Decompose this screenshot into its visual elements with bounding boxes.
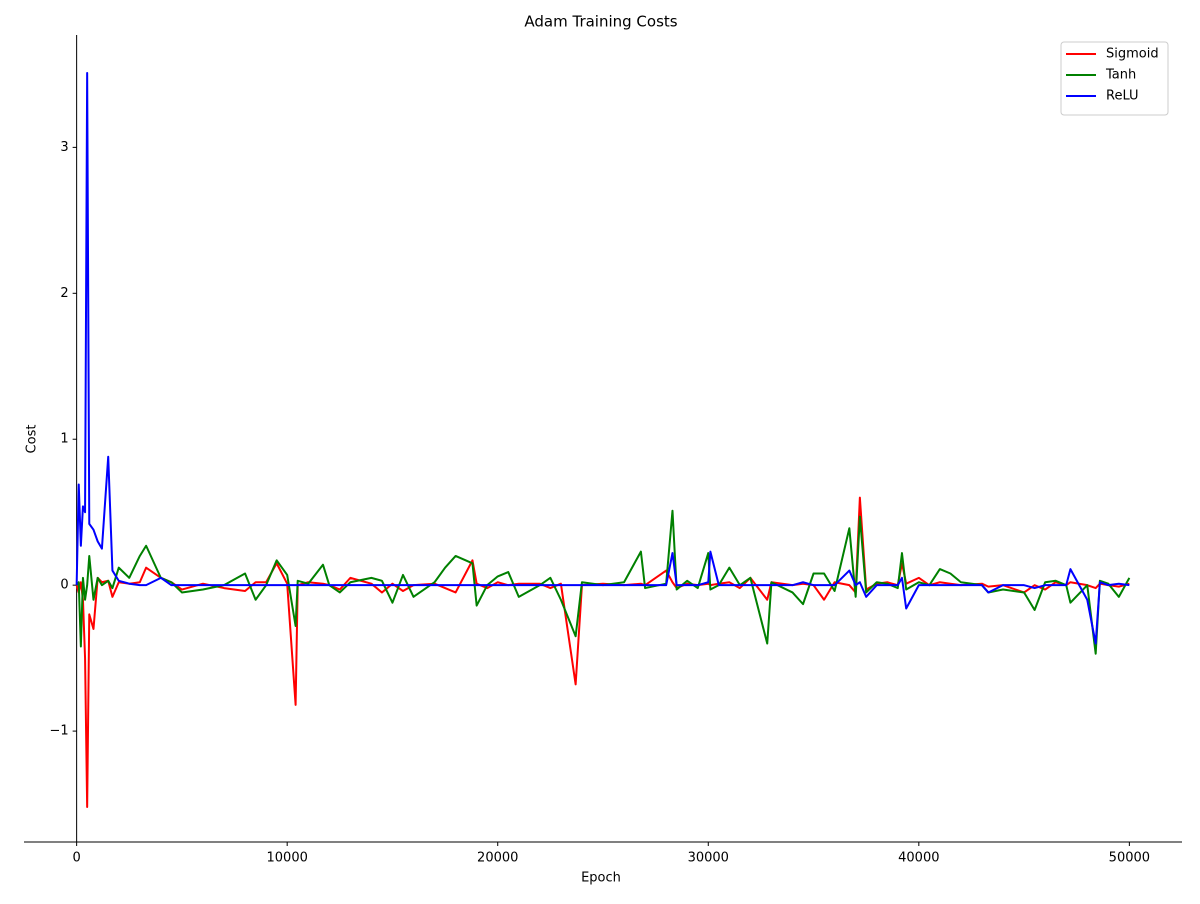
x-tick-label: 20000: [477, 851, 518, 866]
x-tick-label: 50000: [1109, 851, 1150, 866]
y-tick-label: −1: [49, 724, 68, 739]
chart-title: Adam Training Costs: [524, 13, 677, 31]
legend: Sigmoid Tanh ReLU: [1060, 41, 1169, 116]
line-series: [75, 509, 1131, 655]
line-series: [75, 71, 1130, 645]
x-tick-label: 30000: [688, 851, 729, 866]
y-tick-label: 1: [60, 432, 68, 447]
x-tick-label: 40000: [898, 851, 939, 866]
y-tick-label: 0: [60, 578, 68, 593]
legend-label: Sigmoid: [1106, 47, 1159, 62]
y-axis-label: Cost: [25, 425, 40, 454]
x-tick-label: 10000: [267, 851, 308, 866]
legend-label: ReLU: [1106, 89, 1139, 104]
y-tick-label: 2: [60, 286, 68, 301]
y-tick-label: 3: [60, 140, 68, 155]
x-axis-label: Epoch: [581, 871, 621, 886]
x-tick-label: 0: [72, 851, 80, 866]
legend-label: Tanh: [1105, 68, 1136, 83]
